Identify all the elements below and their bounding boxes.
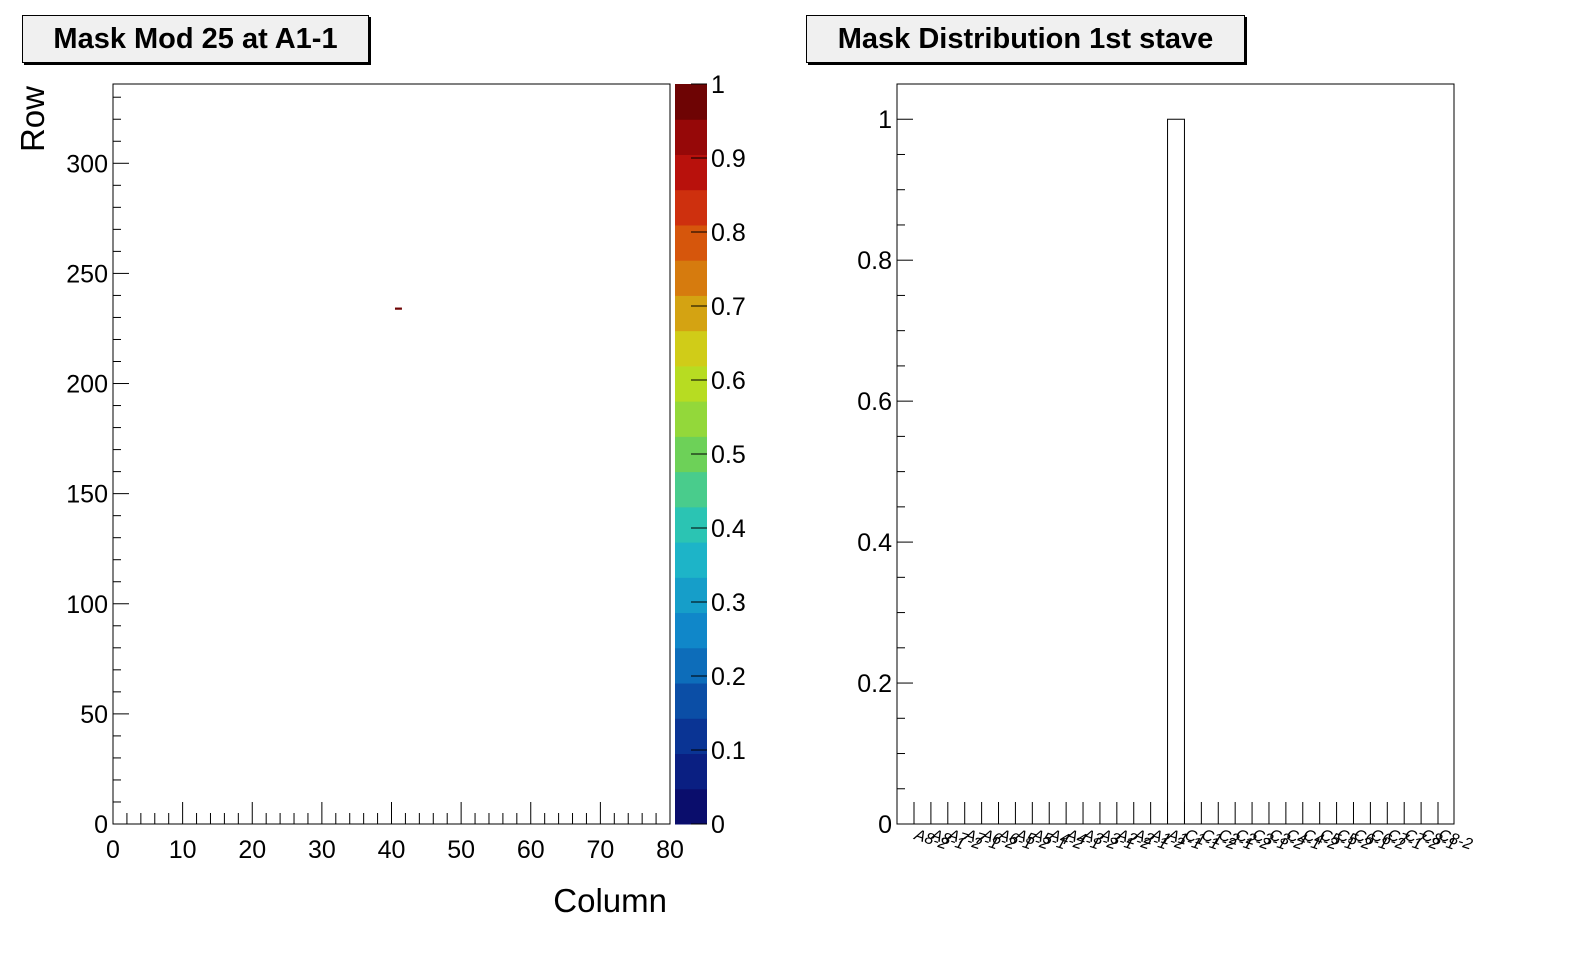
colorbar-tick-label: 0.4 (711, 515, 746, 543)
colorbar-segment (675, 788, 707, 825)
colorbar-segment (675, 84, 707, 120)
x-tick-label: 80 (656, 836, 684, 864)
bar-chart-panel: 00.20.40.60.81A8-2A8-1A7-2A7-1A6-2A6-1A5… (857, 83, 1475, 854)
heatmap-title: Mask Mod 25 at A1-1 (22, 15, 369, 63)
x-tick-label: 10 (169, 836, 197, 864)
y-tick-label: 0.8 (857, 247, 892, 275)
heatmap-frame (112, 83, 671, 825)
colorbar-tick-label: 0.8 (711, 219, 746, 247)
bar-chart-title: Mask Distribution 1st stave (806, 15, 1245, 63)
y-axis-label: Row (14, 86, 51, 152)
colorbar-segment (675, 612, 707, 649)
colorbar-tick-label: 0.6 (711, 367, 746, 395)
colorbar-tick-label: 1 (711, 71, 725, 99)
colorbar-segment (675, 330, 707, 367)
colorbar-segment (675, 683, 707, 719)
colorbar-segment (675, 224, 707, 261)
x-axis-label: Column (553, 882, 667, 919)
heatmap-cell (394, 307, 402, 310)
y-tick-label: 250 (66, 260, 108, 288)
colorbar-segment (675, 577, 707, 614)
colorbar-tick-label: 0.5 (711, 441, 746, 469)
colorbar-tick-label: 0.3 (711, 589, 746, 617)
colorbar-tick-label: 0.7 (711, 293, 746, 321)
colorbar-tick-label: 0 (711, 811, 725, 839)
colorbar-segment (675, 647, 707, 684)
x-tick-label: 20 (238, 836, 266, 864)
colorbar-tick-label: 0.2 (711, 663, 746, 691)
colorbar-segment (675, 154, 707, 191)
bar-A1-1 (1167, 118, 1185, 825)
y-tick-label: 0.6 (857, 388, 892, 416)
x-tick-label: 30 (308, 836, 336, 864)
x-tick-label: 0 (106, 836, 120, 864)
colorbar-segment (675, 119, 707, 155)
colorbar-segment (675, 365, 707, 402)
colorbar-tick-label: 0.1 (711, 737, 746, 765)
y-tick-label: 50 (80, 701, 108, 729)
heatmap-panel: 0 10 20 30 40 50 60 70 80050100150200250300Colum… (14, 71, 746, 919)
y-tick-label: 1 (878, 106, 892, 134)
colorbar-segment (675, 471, 707, 508)
y-tick-label: 0.4 (857, 529, 892, 557)
y-tick-label: 200 (66, 371, 108, 399)
y-tick-label: 300 (66, 150, 108, 178)
y-tick-label: 100 (66, 591, 108, 619)
colorbar-segment (675, 401, 707, 437)
colorbar-segment (675, 189, 707, 226)
x-tick-label: 70 (586, 836, 614, 864)
x-tick-label: 40 (378, 836, 406, 864)
x-tick-label: 50 (447, 836, 475, 864)
y-tick-label: 0 (94, 811, 108, 839)
colorbar-segment (675, 718, 707, 755)
colorbar-segment (675, 295, 707, 332)
y-tick-label: 150 (66, 481, 108, 509)
colorbar-segment (675, 753, 707, 790)
x-tick-label: 60 (517, 836, 545, 864)
colorbar-segment (675, 542, 707, 578)
y-tick-label: 0 (878, 811, 892, 839)
colorbar-tick-label: 0.9 (711, 145, 746, 173)
colorbar-segment (675, 260, 707, 296)
colorbar-segment (675, 506, 707, 543)
y-tick-label: 0.2 (857, 670, 892, 698)
